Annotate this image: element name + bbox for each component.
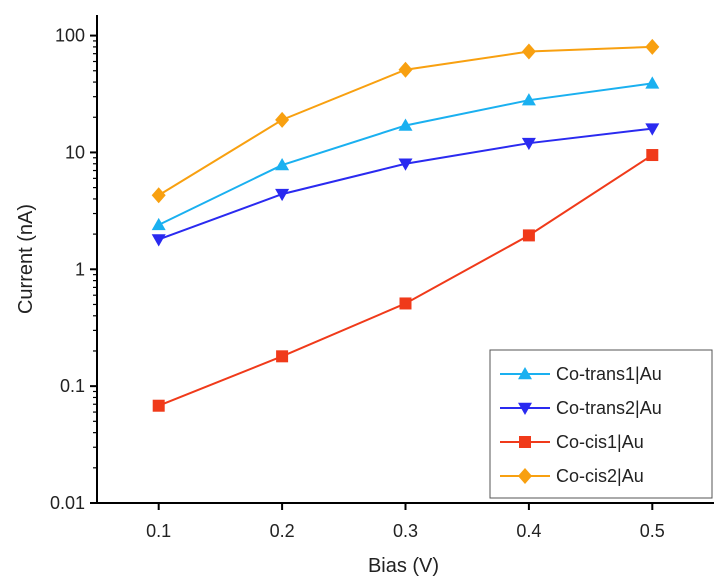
legend-marker [518, 468, 532, 484]
legend-item: Co-cis2|Au [500, 466, 644, 486]
series-3 [152, 149, 659, 412]
legend-label: Co-trans2|Au [556, 398, 662, 418]
data-point [151, 187, 166, 204]
y-tick-label: 0.1 [60, 376, 85, 396]
data-point [398, 118, 413, 131]
data-point [645, 38, 660, 55]
series-4 [151, 38, 660, 204]
x-tick-label: 0.4 [516, 521, 541, 541]
legend-label: Co-cis2|Au [556, 466, 644, 486]
data-point [522, 229, 535, 242]
y-tick-label: 0.01 [50, 493, 85, 513]
y-axis-title: Current (nA) [15, 204, 37, 314]
legend-marker [518, 367, 532, 380]
y-tick-label: 100 [55, 26, 85, 46]
data-point [645, 123, 660, 136]
series-1 [151, 76, 660, 231]
series-layer [151, 38, 660, 412]
data-point [398, 61, 413, 78]
data-point [275, 158, 290, 171]
x-tick-label: 0.2 [270, 521, 295, 541]
data-point [646, 149, 659, 162]
data-point [521, 93, 536, 106]
axes-layer: 0.1 0.2 0.3 0.4 0.5 0.01 0.1 1 10 100 [50, 15, 714, 541]
data-point [152, 399, 165, 412]
data-point [151, 234, 166, 247]
x-tick-label: 0.3 [393, 521, 418, 541]
legend: Co-trans1|Au Co-trans2|Au Co-cis1|Au Co-cis… [489, 349, 713, 499]
data-point [275, 111, 290, 128]
x-tick-label: 0.1 [146, 521, 171, 541]
legend-item: Co-trans1|Au [500, 364, 662, 384]
data-point [399, 297, 412, 310]
legend-marker [518, 402, 532, 415]
legend-item: Co-cis1|Au [500, 432, 644, 452]
data-point [276, 350, 289, 363]
legend-item: Co-trans2|Au [500, 398, 662, 418]
legend-label: Co-trans1|Au [556, 364, 662, 384]
legend-marker [519, 436, 531, 448]
series-line [158, 127, 653, 241]
data-point [151, 217, 166, 231]
data-point [645, 76, 660, 89]
y-tick-label: 1 [75, 259, 85, 279]
series-2 [151, 123, 660, 247]
data-point [398, 158, 413, 171]
data-point [521, 137, 536, 151]
x-axis-title: Bias (V) [368, 555, 439, 577]
data-point [521, 43, 536, 60]
x-tick-label: 0.5 [640, 521, 665, 541]
legend-label: Co-cis1|Au [556, 432, 644, 452]
data-point [275, 188, 290, 202]
y-tick-label: 10 [65, 142, 85, 162]
